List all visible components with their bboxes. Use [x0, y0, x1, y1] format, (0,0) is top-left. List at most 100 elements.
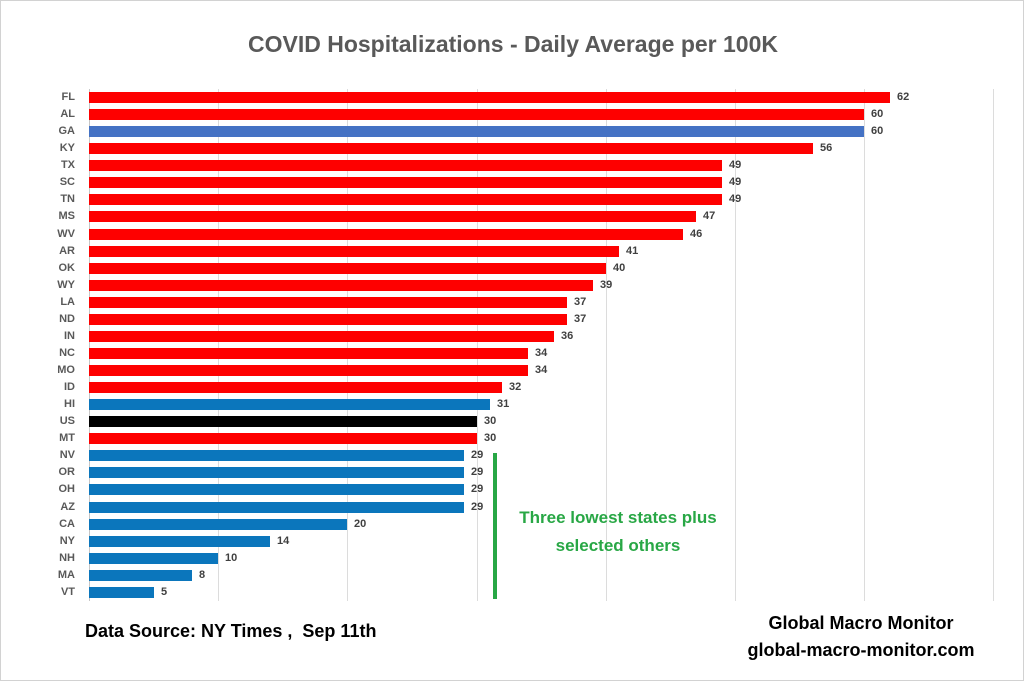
- bar-value: 37: [574, 295, 587, 308]
- footer-source: Data Source: NY Times , Sep 11th: [85, 621, 377, 641]
- bar-track: 5: [89, 584, 1011, 601]
- gridline: [218, 89, 219, 601]
- gridline: [347, 89, 348, 601]
- bar-value: 40: [613, 261, 626, 274]
- bar-track: 41: [89, 243, 1011, 260]
- bar-label: WV: [57, 227, 75, 240]
- bar: [89, 296, 567, 308]
- bar-label: AR: [59, 244, 75, 257]
- bar-label: MA: [57, 568, 75, 581]
- footer-brand: Global Macro Monitor global-macro-monito…: [736, 610, 986, 664]
- bar: [89, 211, 696, 223]
- bar-label: VT: [60, 585, 75, 598]
- annotation-text: Three lowest states plus selected others: [488, 504, 748, 560]
- bar-row: VT 5: [41, 584, 1011, 601]
- bar-value: 29: [471, 466, 484, 479]
- plot-area: Three lowest states plus selected others: [89, 89, 1011, 601]
- bar-label: GA: [58, 125, 76, 138]
- bar-track: 29: [89, 464, 1011, 481]
- bar-row: SC 49: [41, 174, 1011, 191]
- bar-rows: FL 62 AL 60 GA 60 KY 56 TX 49 SC: [41, 89, 1011, 601]
- bar-track: 49: [89, 174, 1011, 191]
- bar-label: FL: [61, 91, 75, 104]
- annotation-line1: Three lowest states plus: [519, 508, 717, 527]
- bar-value: 34: [535, 346, 548, 359]
- bar-track: 32: [89, 379, 1011, 396]
- bar-label: NH: [59, 551, 75, 564]
- bar: [89, 501, 464, 513]
- bar-row: ND 37: [41, 311, 1011, 328]
- bar-value: 36: [561, 329, 574, 342]
- bar-value: 29: [471, 449, 484, 462]
- bar-value: 39: [600, 278, 613, 291]
- bar-row: KY 56: [41, 140, 1011, 157]
- bar: [89, 194, 722, 206]
- bar: [89, 484, 464, 496]
- bar-value: 60: [871, 108, 884, 121]
- bar: [89, 330, 554, 342]
- bar-row: TN 49: [41, 191, 1011, 208]
- bar-value: 49: [729, 176, 742, 189]
- bar-row: TX 49: [41, 157, 1011, 174]
- bar-label: TX: [60, 159, 75, 172]
- bar-value: 8: [199, 568, 206, 581]
- bar-row: WY 39: [41, 277, 1011, 294]
- bar-row: MO 34: [41, 362, 1011, 379]
- bar: [89, 262, 606, 274]
- bar: [89, 279, 593, 291]
- bar-track: 37: [89, 294, 1011, 311]
- annotation-line2: selected others: [555, 536, 681, 555]
- bar-track: 60: [89, 106, 1011, 123]
- bar: [89, 92, 890, 104]
- gridline: [864, 89, 865, 601]
- bar-track: 20: [89, 516, 1011, 533]
- bar-row: NY 14: [41, 533, 1011, 550]
- bar-row: MS 47: [41, 208, 1011, 225]
- bar-value: 5: [161, 585, 168, 598]
- bar: [89, 569, 192, 581]
- bar-label: NV: [59, 449, 75, 462]
- bar-label: OH: [58, 483, 76, 496]
- bar-row: OH 29: [41, 481, 1011, 498]
- bar-label: OR: [58, 466, 76, 479]
- bar-track: 10: [89, 550, 1011, 567]
- bar-label: KY: [59, 142, 75, 155]
- bar-track: 49: [89, 157, 1011, 174]
- bar-row: GA 60: [41, 123, 1011, 140]
- bar-value: 30: [484, 415, 497, 428]
- bar-row: US 30: [41, 413, 1011, 430]
- bar-track: 34: [89, 362, 1011, 379]
- bar: [89, 228, 683, 240]
- bar-label: TN: [60, 193, 75, 206]
- bar-label: NC: [59, 346, 75, 359]
- bar: [89, 382, 502, 394]
- bar-track: 46: [89, 226, 1011, 243]
- gridline: [606, 89, 607, 601]
- bar-value: 31: [497, 398, 510, 411]
- bar-label: SC: [59, 176, 75, 189]
- bar-value: 29: [471, 500, 484, 513]
- bar-track: 29: [89, 447, 1011, 464]
- bar-row: CA 20: [41, 516, 1011, 533]
- bar-row: LA 37: [41, 294, 1011, 311]
- gridline: [477, 89, 478, 601]
- bar-value: 47: [703, 210, 716, 223]
- bar: [89, 433, 477, 445]
- bar-row: FL 62: [41, 89, 1011, 106]
- bar-row: AR 41: [41, 243, 1011, 260]
- bar-track: 34: [89, 345, 1011, 362]
- bar: [89, 126, 864, 138]
- bar-value: 20: [354, 517, 367, 530]
- bar-track: 60: [89, 123, 1011, 140]
- bar-row: IN 36: [41, 328, 1011, 345]
- bar-label: AZ: [60, 500, 75, 513]
- bar: [89, 416, 477, 428]
- bar-value: 29: [471, 483, 484, 496]
- bar-track: 39: [89, 277, 1011, 294]
- bar: [89, 467, 464, 479]
- bar-label: HI: [64, 398, 75, 411]
- bar-label: MS: [58, 210, 76, 223]
- bar-value: 14: [277, 534, 290, 547]
- bar-value: 49: [729, 193, 742, 206]
- bar: [89, 160, 722, 172]
